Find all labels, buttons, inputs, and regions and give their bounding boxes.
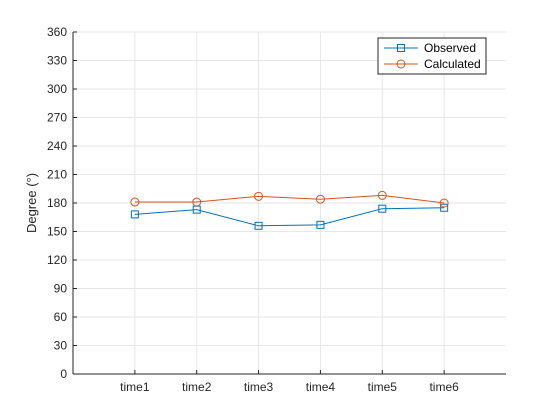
y-tick-label: 360	[47, 25, 67, 39]
data-point-calculated	[254, 191, 264, 201]
data-point-calculated	[192, 197, 202, 207]
legend-label: Observed	[424, 41, 476, 55]
y-tick-labels: 0 30 60 90 120 150 180 210 240 270 300 330 360	[47, 25, 67, 381]
series-calculated	[130, 190, 449, 208]
x-tick-label: time4	[306, 380, 336, 394]
x-tick-label: time1	[120, 380, 150, 394]
y-tick-label: 0	[60, 367, 67, 381]
legend-label: Calculated	[424, 57, 481, 71]
legend: Observed Calculated	[377, 37, 487, 75]
y-tick-label: 30	[54, 339, 68, 353]
legend-marker	[397, 44, 405, 52]
legend-box	[377, 37, 487, 75]
y-tick-label: 330	[47, 54, 67, 68]
data-point-observed	[316, 220, 325, 229]
x-tick-label: time2	[182, 380, 212, 394]
y-tick-label: 180	[47, 196, 67, 210]
series-line-observed	[134, 207, 445, 227]
data-point-calculated	[377, 190, 387, 200]
x-tick-label: time3	[244, 380, 274, 394]
data-point-calculated	[439, 198, 449, 208]
data-point-observed	[130, 210, 139, 219]
legend-item-observed: Observed	[384, 41, 476, 55]
series-group	[130, 190, 449, 230]
grid-lines	[73, 31, 506, 375]
data-point-observed	[440, 203, 449, 212]
x-tick-label: time6	[429, 380, 459, 394]
y-tick-label: 240	[47, 139, 67, 153]
y-tick-label: 60	[54, 310, 68, 324]
data-point-observed	[378, 204, 387, 213]
y-tick-label: 300	[47, 82, 67, 96]
y-tick-label: 270	[47, 111, 67, 125]
data-point-calculated	[130, 197, 140, 207]
y-axis-label: Degree (°)	[24, 173, 39, 233]
axes	[72, 31, 506, 375]
legend-item-calculated: Calculated	[384, 57, 481, 71]
x-tick-labels: time1 time2 time3 time4 time5 time6	[120, 380, 459, 394]
y-tick-label: 210	[47, 168, 67, 182]
y-tick-label: 150	[47, 225, 67, 239]
data-point-observed	[254, 221, 263, 230]
y-tick-label: 120	[47, 253, 67, 267]
legend-marker	[396, 59, 406, 69]
data-point-calculated	[315, 194, 325, 204]
series-line-calculated	[134, 194, 445, 204]
series-observed	[130, 203, 449, 230]
x-tick-label: time5	[368, 380, 398, 394]
y-tick-label: 90	[54, 282, 68, 296]
